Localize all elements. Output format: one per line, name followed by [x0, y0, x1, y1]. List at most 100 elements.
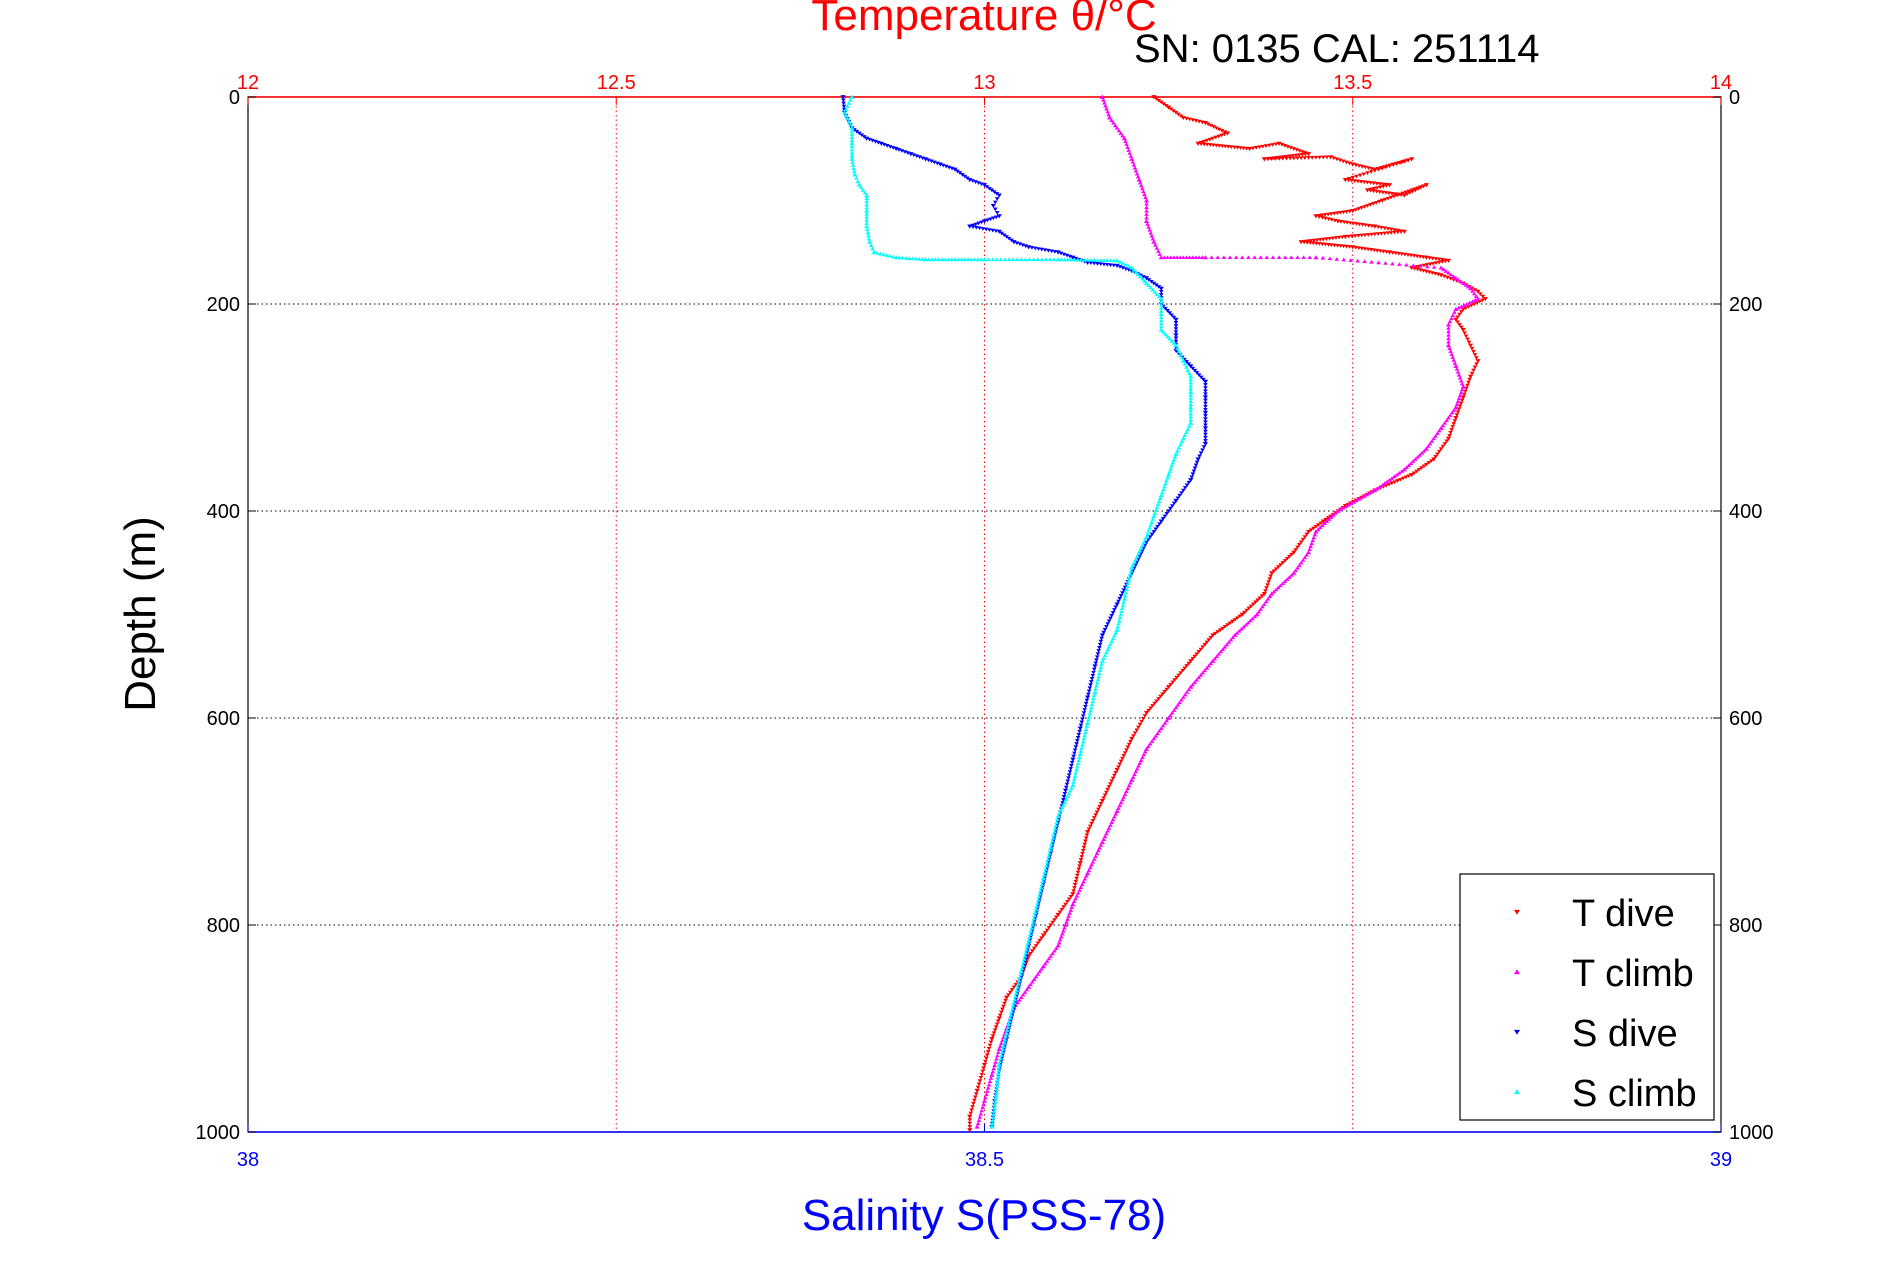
data-point-interp — [1046, 248, 1051, 253]
data-point-interp — [1083, 874, 1089, 878]
data-point-interp — [1106, 619, 1112, 624]
data-series — [840, 94, 1488, 1133]
data-point-interp — [996, 1050, 1001, 1055]
data-point-interp — [1058, 808, 1064, 813]
data-point-interp — [1375, 486, 1380, 491]
data-point-interp — [1043, 257, 1049, 262]
data-point-interp — [1203, 432, 1208, 437]
data-point-interp — [1148, 230, 1154, 235]
data-point-interp — [990, 1034, 996, 1038]
data-point — [1143, 711, 1150, 716]
data-point-interp — [1019, 995, 1024, 1000]
data-point-interp — [1446, 415, 1451, 420]
data-point-interp — [843, 107, 849, 112]
data-point-interp — [1392, 228, 1397, 232]
data-point-interp — [1021, 960, 1026, 964]
data-point-interp — [1250, 616, 1255, 621]
data-point — [1188, 364, 1194, 369]
data-point-interp — [1403, 190, 1409, 195]
data-point-interp — [1188, 417, 1194, 422]
data-point-interp — [1447, 433, 1452, 438]
data-point-interp — [1194, 371, 1200, 375]
data-point-interp — [1474, 301, 1480, 305]
data-point — [1401, 467, 1407, 472]
data-point-interp — [1030, 979, 1035, 984]
data-point — [1188, 420, 1194, 425]
data-point-interp — [1451, 358, 1457, 362]
data-point-interp — [1200, 448, 1205, 453]
data-point-interp — [1182, 361, 1188, 366]
data-point-interp — [1018, 972, 1023, 977]
data-point-interp — [1340, 505, 1346, 510]
data-point — [1453, 405, 1459, 410]
data-point-interp — [1448, 413, 1453, 417]
data-point-interp — [1472, 288, 1478, 292]
data-point-interp — [1134, 766, 1140, 771]
data-point — [1158, 493, 1164, 498]
data-point — [849, 94, 855, 99]
data-point-interp — [1330, 236, 1336, 241]
data-point — [1409, 472, 1415, 478]
data-point-interp — [994, 191, 1000, 196]
data-point-interp — [1451, 422, 1457, 426]
data-point-interp — [1219, 133, 1224, 138]
data-point-interp — [1105, 109, 1110, 114]
data-point-interp — [910, 256, 915, 261]
data-point-interp — [1284, 154, 1289, 159]
data-point-interp — [1237, 614, 1243, 619]
data-point-interp — [1165, 334, 1170, 339]
data-point-interp — [1304, 552, 1310, 557]
data-point — [967, 177, 973, 183]
data-point-interp — [1182, 433, 1188, 438]
data-point-interp — [1035, 898, 1041, 902]
data-point-interp — [1354, 174, 1359, 179]
data-point — [1305, 550, 1312, 555]
data-point-interp — [1234, 631, 1240, 635]
data-point-interp — [1024, 944, 1030, 949]
data-point — [1129, 265, 1135, 270]
data-point-interp — [1067, 911, 1073, 915]
data-point-interp — [1126, 783, 1132, 788]
data-point — [1460, 384, 1466, 389]
data-point-interp — [1415, 186, 1420, 191]
data-point — [1445, 343, 1452, 348]
data-point — [1467, 286, 1474, 291]
data-point-interp — [1009, 238, 1014, 243]
data-point-interp — [1128, 780, 1133, 785]
data-point-interp — [1280, 561, 1286, 565]
data-point-interp — [1043, 867, 1048, 871]
data-point-interp — [1168, 107, 1174, 112]
data-point-interp — [1382, 226, 1387, 231]
chart-title: Temperature θ/°C — [811, 0, 1156, 40]
data-point-interp — [1302, 555, 1308, 560]
data-point-interp — [1144, 205, 1149, 210]
data-point-interp — [1419, 450, 1425, 455]
data-point — [1114, 627, 1120, 632]
data-point-interp — [1108, 616, 1113, 621]
data-point — [1158, 255, 1164, 260]
data-point-interp — [998, 1056, 1004, 1061]
data-point-interp — [1382, 481, 1387, 486]
data-point-interp — [1471, 350, 1476, 354]
data-point-interp — [978, 1111, 984, 1116]
data-point-interp — [1021, 957, 1027, 961]
data-point-interp — [1158, 293, 1164, 297]
data-point-interp — [1117, 762, 1123, 767]
data-point-interp — [1133, 168, 1139, 173]
data-point-interp — [1118, 759, 1124, 764]
data-point-interp — [1245, 620, 1251, 625]
data-point-interp — [977, 226, 982, 231]
data-point-interp — [1431, 265, 1437, 269]
data-point-interp — [1078, 723, 1084, 728]
data-point-interp — [993, 207, 998, 212]
data-point-interp — [1144, 201, 1149, 206]
data-point-interp — [1140, 716, 1146, 721]
data-point-interp — [1084, 724, 1090, 728]
data-point-interp — [1377, 484, 1383, 489]
data-point-interp — [1175, 346, 1180, 351]
data-point — [1040, 964, 1047, 969]
data-point-interp — [1075, 736, 1081, 740]
data-point-interp — [1452, 419, 1458, 423]
data-point-interp — [1179, 697, 1184, 702]
